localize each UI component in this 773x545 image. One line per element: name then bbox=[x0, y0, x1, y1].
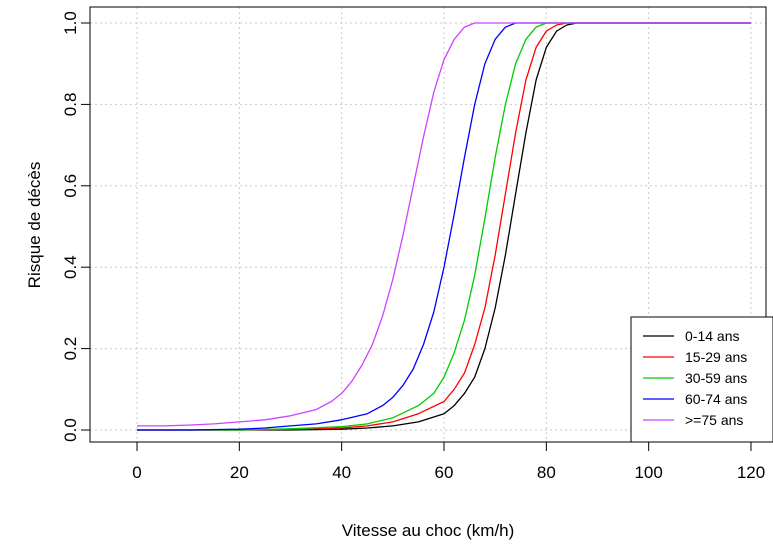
y-tick-label: 0.6 bbox=[61, 174, 80, 198]
legend-label: 30-59 ans bbox=[685, 370, 747, 386]
y-tick-label: 0.4 bbox=[61, 255, 80, 279]
y-tick-label: 0.2 bbox=[61, 337, 80, 361]
legend-label: >=75 ans bbox=[685, 412, 743, 428]
x-axis: 0 20 40 60 80 100 120 bbox=[132, 441, 765, 482]
x-axis-label: Vitesse au choc (km/h) bbox=[342, 521, 515, 540]
y-tick-label: 0.8 bbox=[61, 93, 80, 117]
series-line-1 bbox=[137, 22, 751, 431]
x-tick-label: 0 bbox=[132, 463, 141, 482]
series-line-0 bbox=[137, 22, 751, 431]
x-tick-label: 40 bbox=[332, 463, 351, 482]
legend-label: 15-29 ans bbox=[685, 349, 747, 365]
legend: 0-14 ans 15-29 ans 30-59 ans 60-74 ans >=75 … bbox=[630, 316, 773, 443]
y-tick-label: 0.0 bbox=[61, 418, 80, 442]
x-tick-label: 100 bbox=[634, 463, 662, 482]
legend-box bbox=[630, 316, 773, 443]
legend-label: 0-14 ans bbox=[685, 328, 739, 344]
x-tick-label: 20 bbox=[230, 463, 249, 482]
series-lines bbox=[137, 22, 751, 431]
y-axis-label: Risque de décès bbox=[25, 162, 44, 289]
x-tick-label: 120 bbox=[737, 463, 765, 482]
y-axis: 0.0 0.2 0.4 0.6 0.8 1.0 bbox=[61, 11, 90, 442]
x-tick-label: 80 bbox=[537, 463, 556, 482]
legend-label: 60-74 ans bbox=[685, 391, 747, 407]
y-tick-label: 1.0 bbox=[61, 11, 80, 35]
x-tick-label: 60 bbox=[435, 463, 454, 482]
series-line-4 bbox=[137, 22, 751, 427]
